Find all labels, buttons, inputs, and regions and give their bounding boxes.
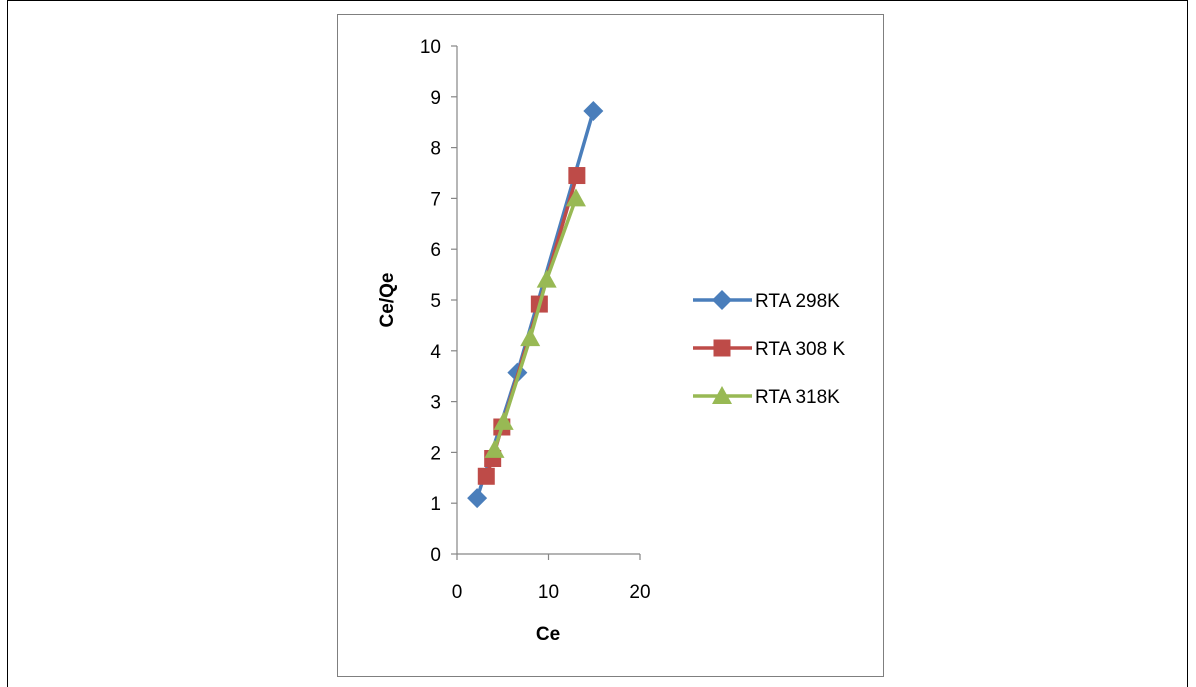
- y-tick-label: 5: [430, 291, 441, 312]
- y-tick-label: 8: [430, 139, 441, 160]
- y-tick-label: 6: [430, 240, 441, 261]
- series-line: [492, 197, 578, 451]
- x-axis-ticks: 0 10 20: [452, 554, 651, 603]
- x-tick-label: 10: [538, 582, 559, 603]
- square-marker: [477, 467, 495, 485]
- diamond-marker: [712, 290, 732, 310]
- legend: RTA 298K RTA 308 K RTA 318K: [693, 290, 845, 408]
- square-marker: [713, 339, 731, 357]
- legend-label: RTA 298K: [755, 291, 840, 312]
- y-tick-label: 9: [430, 88, 441, 109]
- x-tick-label: 0: [452, 582, 463, 603]
- page-frame: [7, 0, 1188, 687]
- square-marker: [568, 167, 586, 185]
- series-triangle: [484, 188, 586, 458]
- triangle-marker: [520, 328, 541, 347]
- y-axis-ticks: 0 1 2 3 4 5 6 7 8 9 10: [420, 37, 457, 566]
- diamond-marker: [583, 101, 604, 122]
- x-tick-label: 20: [629, 582, 650, 603]
- triangle-marker: [484, 439, 505, 458]
- x-axis-title: Ce: [536, 624, 560, 645]
- y-tick-label: 1: [430, 494, 441, 515]
- plot-series: [467, 101, 604, 509]
- diamond-marker: [467, 488, 488, 509]
- triangle-marker: [712, 386, 732, 404]
- y-axis-title: Ce/Qe: [377, 273, 398, 328]
- legend-label: RTA 318K: [755, 387, 840, 408]
- triangle-marker: [493, 411, 514, 430]
- y-tick-label: 4: [430, 342, 441, 363]
- legend-item: RTA 308 K: [693, 339, 845, 360]
- y-tick-label: 10: [420, 37, 441, 58]
- legend-item: RTA 318K: [693, 386, 840, 408]
- y-tick-label: 3: [430, 393, 441, 414]
- legend-item: RTA 298K: [693, 290, 840, 312]
- chart-area: [337, 14, 884, 677]
- triangle-marker: [565, 188, 586, 207]
- y-tick-label: 2: [430, 443, 441, 464]
- legend-label: RTA 308 K: [755, 339, 845, 360]
- triangle-marker: [536, 269, 557, 288]
- axes: 0 1 2 3 4 5 6 7 8 9 10 0 10 20 Ce Ce/Qe: [377, 37, 651, 645]
- y-tick-label: 7: [430, 189, 441, 210]
- y-tick-label: 0: [430, 545, 441, 566]
